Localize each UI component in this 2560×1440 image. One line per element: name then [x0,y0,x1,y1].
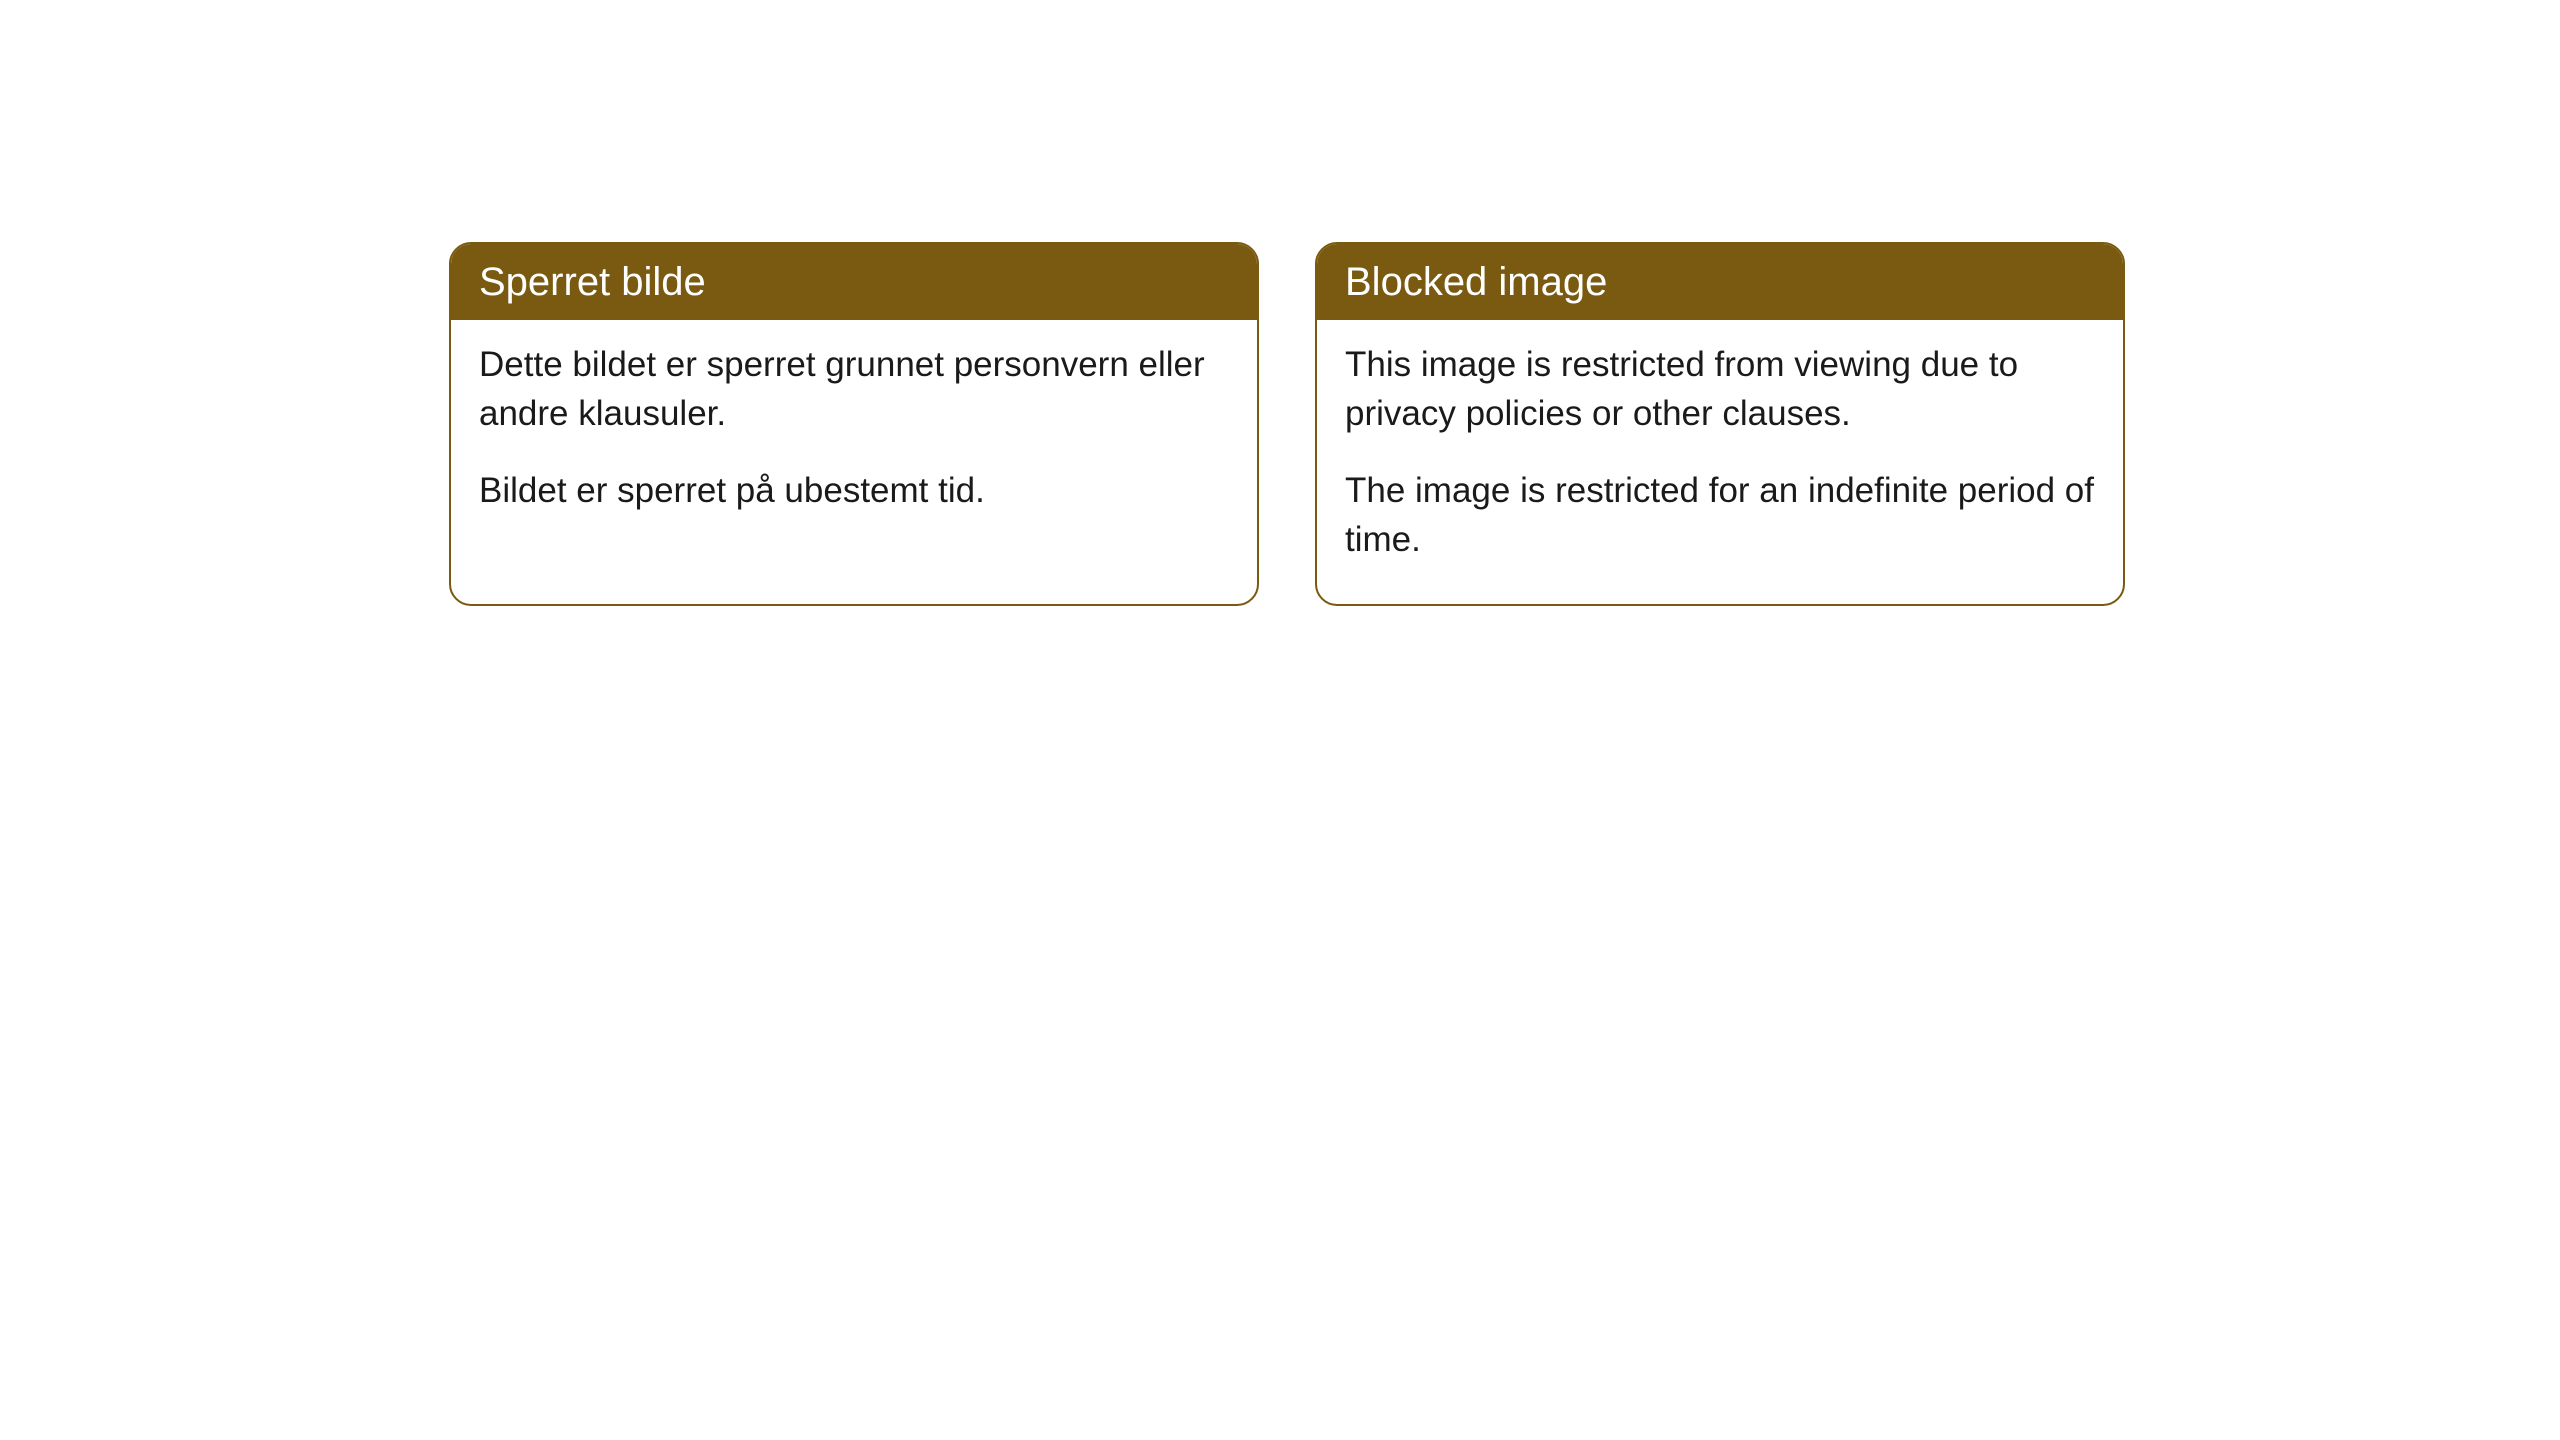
cards-container: Sperret bilde Dette bildet er sperret gr… [0,0,2560,606]
card-header-norwegian: Sperret bilde [451,244,1257,320]
card-paragraph-1: Dette bildet er sperret grunnet personve… [479,340,1229,438]
card-header-english: Blocked image [1317,244,2123,320]
card-paragraph-2: The image is restricted for an indefinit… [1345,466,2095,564]
card-paragraph-2: Bildet er sperret på ubestemt tid. [479,466,1229,515]
card-paragraph-1: This image is restricted from viewing du… [1345,340,2095,438]
card-body-english: This image is restricted from viewing du… [1317,320,2123,604]
blocked-image-card-english: Blocked image This image is restricted f… [1315,242,2125,606]
blocked-image-card-norwegian: Sperret bilde Dette bildet er sperret gr… [449,242,1259,606]
card-body-norwegian: Dette bildet er sperret grunnet personve… [451,320,1257,555]
